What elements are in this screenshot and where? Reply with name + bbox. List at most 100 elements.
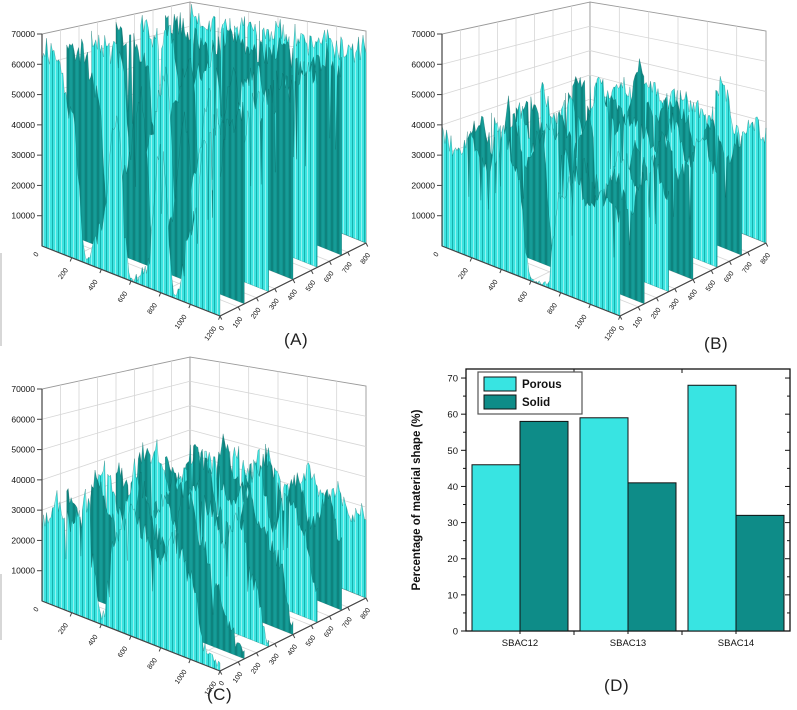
surface-data: [441, 58, 767, 317]
tick-label: 1000: [574, 314, 589, 331]
tick-label: 800: [760, 252, 772, 266]
y-tick-label: 30: [447, 518, 458, 529]
tick-label: 400: [687, 288, 699, 302]
axes: 0 10 20 30 40 50 60 70 SBAC12 SBAC13 SBAC14: [447, 369, 790, 649]
surface-row: [41, 38, 221, 317]
tick-label: 0: [33, 251, 41, 258]
tick-label: 500: [305, 279, 317, 293]
legend-label-solid: Solid: [522, 397, 550, 409]
tick-label: 600: [117, 290, 129, 304]
tick-label: 400: [87, 279, 99, 293]
tick-label: 600: [517, 290, 529, 304]
y-tick-label: 50: [447, 446, 458, 457]
tick-label: 50000: [11, 90, 35, 100]
legend-swatch-porous: [483, 376, 517, 392]
surface-row: [41, 488, 221, 672]
legend: Porous Solid: [477, 371, 583, 415]
y-tick-label: 20: [447, 554, 458, 565]
panel-a-caption: (A): [284, 330, 309, 349]
tick-label: 400: [87, 634, 99, 648]
bars: [471, 384, 785, 632]
y-tick-label: 60: [447, 410, 458, 421]
tick-label: 70000: [11, 29, 35, 39]
category-label: SBAC13: [610, 638, 646, 649]
tick-label: 30000: [11, 150, 35, 160]
tick-label: 500: [705, 279, 717, 293]
tick-label: 100: [232, 671, 244, 685]
bar-solid-sbac12: [519, 420, 569, 632]
tick-label: 60000: [11, 59, 35, 69]
category-label: SBAC14: [718, 638, 754, 649]
left-edge-crop-artifact: [0, 253, 2, 346]
tick-label: 20000: [11, 535, 35, 545]
surface-data: [41, 433, 367, 672]
tick-label: 300: [268, 653, 280, 667]
tick-label: 600: [323, 270, 335, 284]
tick-label: 60000: [411, 59, 435, 69]
tick-label: 800: [147, 302, 159, 316]
tick-label: 800: [360, 607, 372, 621]
tick-label: 40000: [11, 475, 35, 485]
tick-label: 800: [547, 302, 559, 316]
tick-label: 400: [487, 279, 499, 293]
tick-label: 100: [632, 316, 644, 330]
surface-plot-a: 1000020000300004000050000600007000002004…: [11, 1, 372, 342]
tick-label: 300: [268, 298, 280, 312]
panel-c-caption: (C): [207, 685, 233, 704]
tick-label: 700: [341, 261, 353, 275]
y-tick-label: 10: [447, 590, 458, 601]
tick-label: 800: [147, 657, 159, 671]
tick-label: 30000: [411, 150, 435, 160]
left-edge-crop-artifact: [0, 574, 2, 640]
bar-chart-d: 0 10 20 30 40 50 60 70 SBAC12 SBAC13 SBAC14 Percent…: [411, 368, 791, 649]
surface-row: [441, 125, 621, 317]
y-tick-label: 70: [447, 374, 458, 385]
category-label: SBAC12: [502, 638, 538, 649]
tick-label: 10000: [411, 211, 435, 221]
tick-label: 400: [287, 643, 299, 657]
bar-solid-sbac13: [627, 482, 677, 632]
tick-label: 1200: [604, 325, 619, 342]
surface-plot-b: 1000020000300004000050000600007000002004…: [411, 1, 772, 342]
tick-label: 600: [723, 270, 735, 284]
panel-d-caption: (D): [604, 676, 630, 695]
tick-label: 400: [287, 288, 299, 302]
tick-label: 40000: [411, 120, 435, 130]
panel-b-caption: (B): [704, 334, 729, 353]
tick-label: 60000: [11, 414, 35, 424]
tick-label: 200: [58, 622, 70, 636]
y-axis-title: Percentage of material shape (%): [411, 409, 423, 590]
tick-label: 200: [250, 662, 262, 676]
tick-label: 50000: [411, 90, 435, 100]
tick-label: 500: [305, 634, 317, 648]
bar-porous-sbac12: [471, 464, 521, 632]
tick-label: 20000: [411, 180, 435, 190]
tick-label: 70000: [411, 29, 435, 39]
tick-label: 0: [218, 325, 226, 332]
tick-label: 200: [58, 267, 70, 281]
legend-swatch-solid: [483, 394, 517, 410]
tick-label: 700: [741, 261, 753, 275]
tick-label: 0: [33, 606, 41, 613]
bar-solid-sbac14: [735, 514, 785, 632]
surface-data: [41, 4, 367, 317]
tick-label: 50000: [11, 445, 35, 455]
tick-label: 0: [618, 325, 626, 332]
tick-label: 100: [232, 316, 244, 330]
tick-label: 10000: [11, 211, 35, 221]
tick-label: 600: [323, 625, 335, 639]
tick-label: 1000: [174, 669, 189, 686]
tick-label: 30000: [11, 505, 35, 515]
tick-label: 0: [433, 251, 441, 258]
tick-label: 0: [218, 680, 226, 687]
bar-porous-sbac14: [687, 384, 737, 632]
tick-label: 800: [360, 252, 372, 266]
tick-label: 200: [250, 307, 262, 321]
legend-label-porous: Porous: [522, 379, 562, 391]
tick-label: 1000: [174, 314, 189, 331]
tick-label: 200: [458, 267, 470, 281]
tick-label: 1200: [204, 325, 219, 342]
y-tick-label: 0: [453, 627, 458, 638]
tick-label: 300: [668, 298, 680, 312]
